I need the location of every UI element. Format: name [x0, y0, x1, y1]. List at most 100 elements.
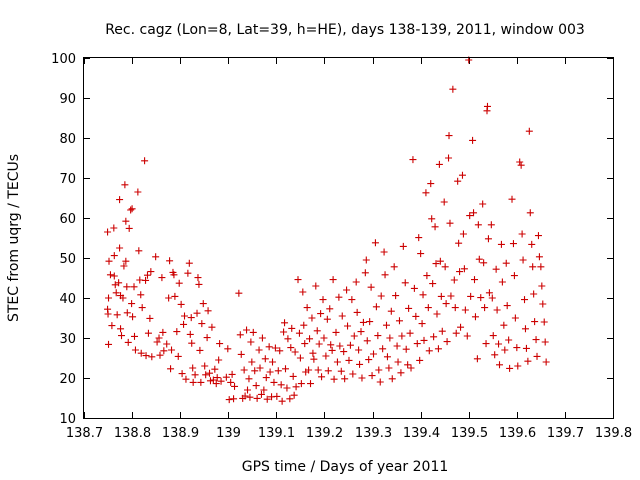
- data-point: [370, 350, 378, 358]
- data-point: [413, 340, 421, 348]
- data-point: [506, 364, 514, 372]
- data-point: [292, 383, 300, 391]
- data-point: [163, 340, 171, 348]
- data-point: [409, 156, 417, 164]
- data-point: [206, 377, 214, 385]
- data-point: [244, 386, 252, 394]
- data-point: [211, 365, 219, 373]
- data-point: [502, 259, 510, 267]
- data-point: [202, 371, 210, 379]
- data-point: [392, 292, 400, 300]
- data-point: [481, 304, 489, 312]
- data-point: [424, 304, 432, 312]
- x-tick-label: 138.7: [66, 426, 103, 441]
- data-point: [217, 377, 225, 385]
- data-point: [338, 312, 346, 320]
- data-point: [287, 344, 295, 352]
- data-point: [123, 283, 131, 291]
- data-point: [524, 357, 532, 365]
- data-point: [317, 310, 325, 318]
- data-point: [534, 232, 542, 240]
- data-point: [134, 188, 142, 196]
- data-point: [336, 342, 344, 350]
- y-tick-label: 80: [59, 132, 76, 147]
- data-point: [182, 375, 190, 383]
- data-point: [257, 390, 265, 398]
- data-point: [516, 158, 524, 166]
- data-point: [104, 228, 112, 236]
- data-point: [155, 334, 163, 342]
- data-point: [525, 127, 533, 135]
- data-point: [445, 154, 453, 162]
- data-point: [432, 260, 440, 268]
- data-point: [142, 352, 150, 360]
- data-point: [177, 300, 185, 308]
- data-point: [261, 355, 269, 363]
- points-layer: [104, 56, 550, 405]
- data-point: [410, 284, 418, 292]
- data-point: [300, 321, 308, 329]
- data-point: [542, 358, 550, 366]
- y-tick-label: 70: [59, 172, 76, 187]
- data-point: [159, 328, 167, 336]
- data-point: [206, 369, 214, 377]
- data-point: [399, 242, 407, 250]
- data-point: [419, 291, 427, 299]
- data-point: [517, 161, 525, 169]
- data-point: [480, 259, 488, 267]
- data-point: [390, 263, 398, 271]
- data-point: [152, 253, 160, 261]
- data-point: [281, 319, 289, 327]
- data-point: [461, 306, 469, 314]
- data-point: [532, 336, 540, 344]
- data-point: [171, 292, 179, 300]
- data-point: [313, 327, 321, 335]
- data-point: [251, 367, 259, 375]
- data-point: [125, 224, 133, 232]
- data-point: [375, 366, 383, 374]
- x-tick-label: 139.3: [355, 426, 392, 441]
- data-point: [530, 290, 538, 298]
- data-point: [110, 224, 118, 232]
- data-point: [326, 305, 334, 313]
- data-point: [144, 329, 152, 337]
- data-point: [425, 347, 433, 355]
- data-point: [406, 329, 414, 337]
- data-point: [212, 380, 220, 388]
- data-point: [345, 356, 353, 364]
- data-point: [497, 240, 505, 248]
- data-point: [222, 373, 230, 381]
- data-point: [357, 328, 365, 336]
- data-point: [153, 338, 161, 346]
- data-point: [511, 314, 519, 322]
- data-point: [434, 345, 442, 353]
- data-point: [445, 132, 453, 140]
- data-point: [198, 320, 206, 328]
- data-point: [394, 358, 402, 366]
- data-point: [224, 345, 232, 353]
- data-point: [230, 395, 238, 403]
- data-point: [458, 171, 466, 179]
- y-tick-label: 20: [59, 372, 76, 387]
- data-point: [189, 378, 197, 386]
- data-point: [333, 358, 341, 366]
- data-point: [382, 321, 390, 329]
- data-point: [521, 325, 529, 333]
- plot-frame: [83, 57, 614, 419]
- data-point: [436, 257, 444, 265]
- x-axis-title: GPS time / Days of year 2011: [242, 459, 449, 475]
- data-point: [249, 328, 257, 336]
- data-point: [115, 279, 123, 287]
- data-point: [299, 288, 307, 296]
- data-point: [148, 353, 156, 361]
- data-point: [505, 336, 513, 344]
- data-point: [344, 322, 352, 330]
- data-point: [440, 198, 448, 206]
- data-point: [441, 263, 449, 271]
- data-point: [538, 282, 546, 290]
- data-point: [362, 256, 370, 264]
- y-tick-label: 40: [59, 292, 76, 307]
- data-point: [121, 181, 129, 189]
- data-point: [184, 269, 192, 277]
- data-point: [112, 289, 120, 297]
